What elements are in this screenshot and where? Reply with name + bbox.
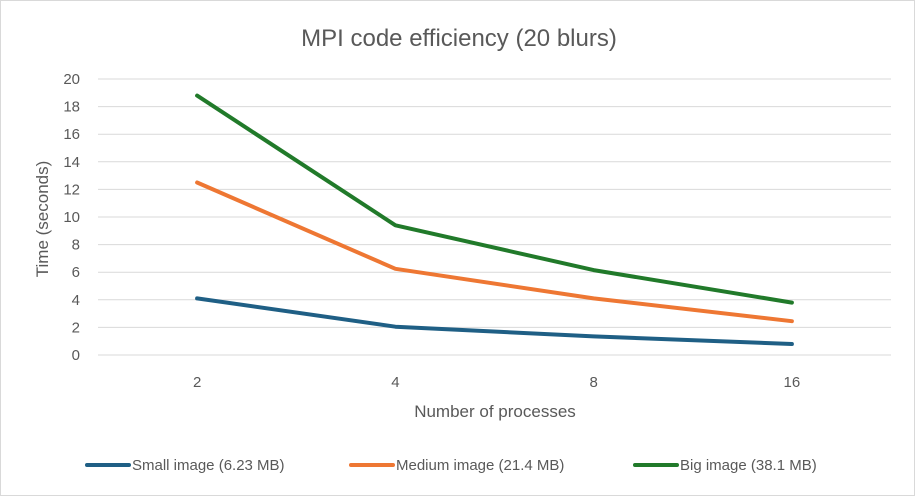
y-tick-label: 4 (72, 292, 80, 309)
legend-item: Medium image (21.4 MB) (349, 457, 564, 474)
x-tick-label: 2 (193, 374, 201, 391)
gridlines (98, 78, 891, 356)
y-tick-label: 14 (63, 154, 80, 171)
y-tick-label: 18 (63, 99, 80, 116)
y-tick-label: 6 (72, 264, 80, 281)
y-tick-label: 12 (63, 181, 80, 198)
legend-item: Small image (6.23 MB) (85, 457, 285, 474)
y-tick-label: 16 (63, 126, 80, 143)
x-tick-label: 4 (391, 374, 399, 391)
y-tick-label: 8 (72, 237, 80, 254)
y-axis-ticks: 0 2 4 6 8 10 12 14 16 18 20 (63, 71, 80, 364)
y-tick-label: 20 (63, 71, 80, 88)
legend: Small image (6.23 MB) Medium image (21.4 … (85, 457, 817, 474)
legend-label: Medium image (21.4 MB) (396, 457, 564, 474)
y-axis-title: Time (seconds) (33, 161, 52, 278)
x-axis-title: Number of processes (414, 402, 576, 421)
chart-title: MPI code efficiency (20 blurs) (301, 25, 617, 52)
y-tick-label: 10 (63, 209, 80, 226)
legend-label: Big image (38.1 MB) (680, 457, 817, 474)
y-tick-label: 0 (72, 347, 80, 364)
x-tick-label: 8 (589, 374, 597, 391)
legend-item: Big image (38.1 MB) (633, 457, 817, 474)
series-lines (195, 93, 794, 346)
series-line-3 (195, 93, 794, 305)
y-tick-label: 2 (72, 319, 80, 336)
x-axis-ticks: 2 4 8 16 (193, 374, 800, 391)
x-tick-label: 16 (784, 374, 801, 391)
legend-label: Small image (6.23 MB) (132, 457, 285, 474)
series-line-2 (195, 180, 794, 324)
series-line-1 (195, 296, 794, 346)
